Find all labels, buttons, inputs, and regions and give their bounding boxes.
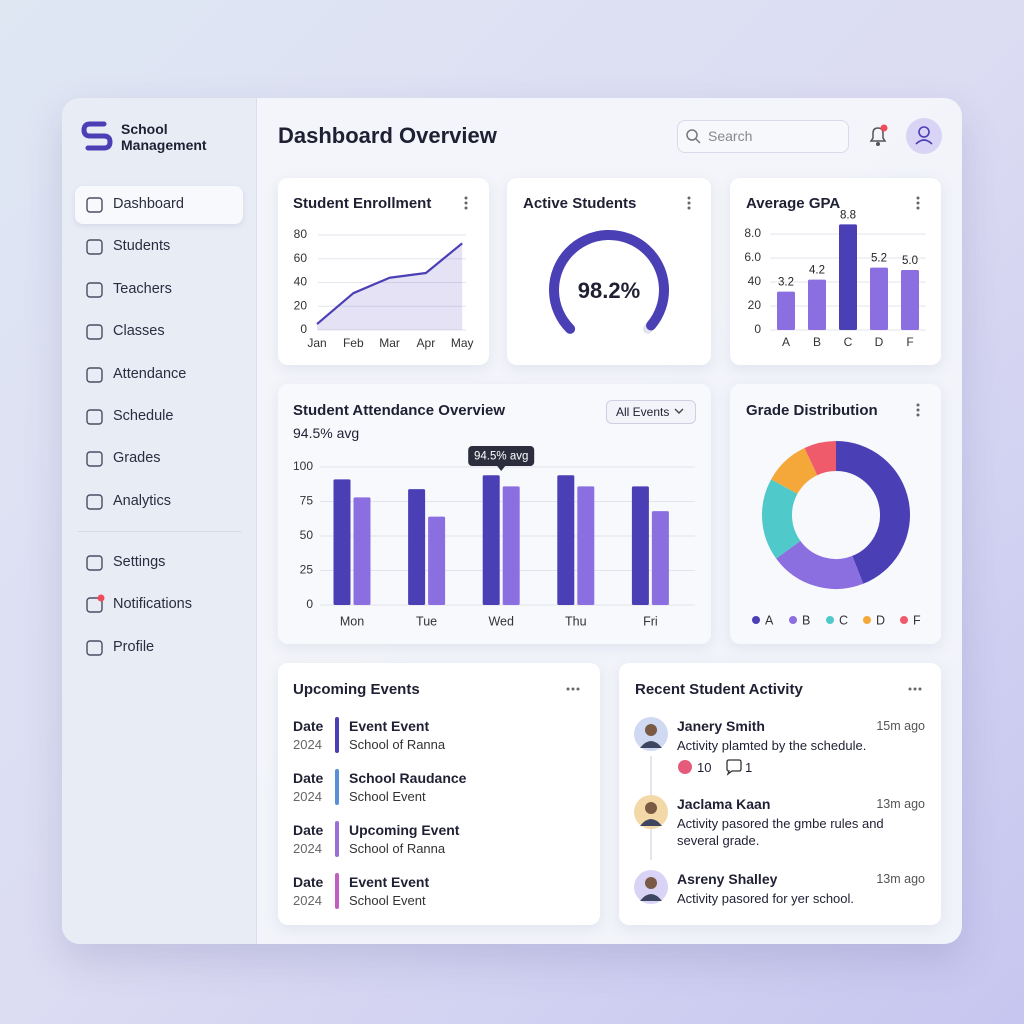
event-title[interactable]: Event Event bbox=[349, 718, 430, 734]
logo bbox=[81, 121, 113, 151]
filter-dropdown[interactable] bbox=[606, 400, 696, 424]
activity-text: Activity pasored the gmbe rules and seve… bbox=[677, 816, 884, 848]
card-title: Active Students bbox=[523, 195, 637, 212]
search-icon bbox=[686, 129, 701, 144]
sidebar bbox=[62, 98, 257, 944]
activity-time: 15m ago bbox=[876, 719, 925, 733]
card-title: Average GPA bbox=[746, 195, 841, 212]
divider bbox=[78, 531, 241, 532]
search-placeholder: Search bbox=[708, 128, 753, 144]
brand-line: School bbox=[121, 121, 168, 137]
activity-name: Jaclama Kaan bbox=[677, 796, 771, 812]
event-date: Date bbox=[293, 770, 324, 786]
card-title: Recent Student Activity bbox=[635, 681, 803, 698]
event-subtitle: School of Ranna bbox=[349, 737, 446, 752]
page-title: Dashboard Overview bbox=[278, 123, 497, 148]
bell-button[interactable] bbox=[866, 124, 890, 148]
event-date: Date bbox=[293, 822, 324, 838]
card bbox=[730, 384, 941, 644]
logo-mark bbox=[81, 121, 113, 151]
event-subtitle: School Event bbox=[349, 789, 426, 804]
activity-time: 13m ago bbox=[876, 872, 925, 886]
nav-label[interactable]: Profile bbox=[113, 639, 155, 655]
activity-text: Activity plamted by the schedule. bbox=[677, 738, 867, 753]
nav-label[interactable]: Students bbox=[113, 238, 171, 254]
event-year: 2024 bbox=[293, 789, 322, 804]
nav-label[interactable]: Notifications bbox=[113, 596, 192, 612]
nav-label[interactable]: Grades bbox=[113, 450, 161, 466]
activity-name: Asreny Shalley bbox=[677, 871, 778, 887]
event-year: 2024 bbox=[293, 737, 322, 752]
event-year: 2024 bbox=[293, 841, 322, 856]
card-title: Upcoming Events bbox=[293, 681, 420, 698]
event-date: Date bbox=[293, 874, 324, 890]
nav-label[interactable]: Dashboard bbox=[113, 196, 184, 212]
nav-label[interactable]: Schedule bbox=[113, 408, 174, 424]
activity-text: Activity pasored for yer school. bbox=[677, 891, 855, 906]
nav-label[interactable]: Analytics bbox=[113, 493, 172, 509]
nav-active[interactable] bbox=[75, 186, 243, 224]
activity-likes: 10 bbox=[697, 760, 712, 775]
event-title[interactable]: Event Event bbox=[349, 874, 430, 890]
nav-label[interactable]: Settings bbox=[113, 554, 166, 570]
chevron bbox=[674, 408, 684, 414]
activity-comments: 1 bbox=[745, 760, 753, 775]
card-subtitle: 94.5% avg bbox=[293, 425, 360, 441]
event-subtitle: School Event bbox=[349, 893, 426, 908]
nav-label[interactable]: Classes bbox=[113, 323, 165, 339]
event-subtitle: School of Ranna bbox=[349, 841, 446, 856]
event-title[interactable]: Upcoming Event bbox=[349, 822, 460, 838]
card bbox=[619, 663, 941, 925]
brand-line: Management bbox=[121, 137, 207, 153]
event-title[interactable]: School Raudance bbox=[349, 770, 467, 786]
card bbox=[278, 663, 600, 925]
card-title: Student Enrollment bbox=[293, 195, 432, 212]
event-date: Date bbox=[293, 718, 324, 734]
nav-label[interactable]: Attendance bbox=[113, 366, 187, 382]
search-box[interactable] bbox=[677, 120, 849, 153]
user-avatar[interactable] bbox=[905, 117, 943, 155]
card-title: Grade Distribution bbox=[746, 402, 878, 419]
card-title: Student Attendance Overview bbox=[293, 402, 505, 419]
activity-name: Janery Smith bbox=[677, 718, 765, 734]
filter-label: All Events bbox=[616, 405, 670, 419]
activity-time: 13m ago bbox=[876, 797, 925, 811]
nav-label[interactable]: Teachers bbox=[113, 281, 172, 297]
event-year: 2024 bbox=[293, 893, 322, 908]
